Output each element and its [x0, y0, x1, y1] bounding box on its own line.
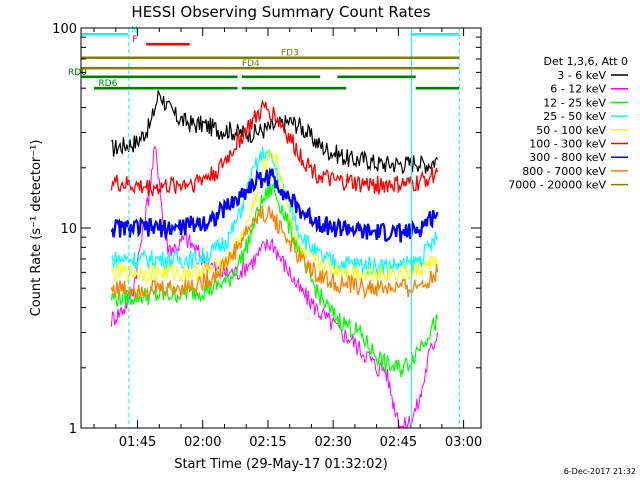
legend-label: 12 - 25 keV [543, 96, 606, 109]
legend-label: 6 - 12 keV [550, 83, 606, 96]
series-line-5 [110, 99, 439, 197]
annotation-label-rd0: RD0 [68, 68, 87, 78]
legend-label: 50 - 100 keV [536, 124, 606, 137]
annotation-label-rd6: RD6 [98, 79, 117, 89]
annotation-label-fd3: FD3 [281, 49, 299, 59]
legend-label: 100 - 300 keV [529, 138, 606, 151]
annotation-label-fd4: FD4 [242, 59, 260, 69]
x-tick-label: 02:45 [380, 435, 417, 450]
chart-title: HESSI Observing Summary Count Rates [131, 3, 430, 21]
series-line-0 [111, 90, 438, 175]
y-axis-ticks: 1 10 100 [52, 22, 481, 437]
annotation-label-f: F [132, 35, 137, 45]
legend-label: 7000 - 20000 keV [508, 179, 606, 192]
series-line-7 [110, 205, 439, 300]
x-axis-label: Start Time (29-May-17 01:32:02) [174, 457, 388, 472]
y-tick-label: 10 [60, 222, 77, 237]
x-tick-label: 02:30 [314, 435, 351, 450]
legend-label: 25 - 50 keV [543, 110, 606, 123]
legend-label: 300 - 800 keV [529, 151, 606, 164]
x-tick-label: 03:00 [445, 435, 482, 450]
series-line-3 [110, 146, 438, 276]
y-axis-label: Count Rate (s⁻¹ detector⁻¹) [29, 140, 44, 317]
x-tick-label: 01:45 [119, 435, 156, 450]
y-tick-label: 1 [69, 422, 77, 437]
data-traces [110, 90, 439, 430]
x-tick-label: 02:00 [184, 435, 221, 450]
x-axis-ticks: 01:45 02:00 02:15 02:30 02:45 03:00 [93, 28, 482, 450]
vertical-markers [128, 28, 460, 428]
series-line-2 [110, 182, 439, 378]
date-stamp: 6-Dec-2017 21:32 [564, 467, 636, 476]
annotation-label-n: N [131, 25, 138, 35]
legend-label: 3 - 6 keV [557, 69, 606, 82]
series-line-4 [110, 149, 438, 284]
mode-annotations: NF FD3 FD4 RD0 RD6 [68, 25, 460, 90]
series-line-6 [110, 166, 439, 243]
x-tick-label: 02:15 [249, 435, 286, 450]
series-line-1 [110, 145, 438, 430]
y-tick-label: 100 [52, 22, 77, 37]
legend-header: Det 1,3,6, Att 0 [544, 55, 628, 68]
legend-label: 800 - 7000 keV [522, 165, 606, 178]
